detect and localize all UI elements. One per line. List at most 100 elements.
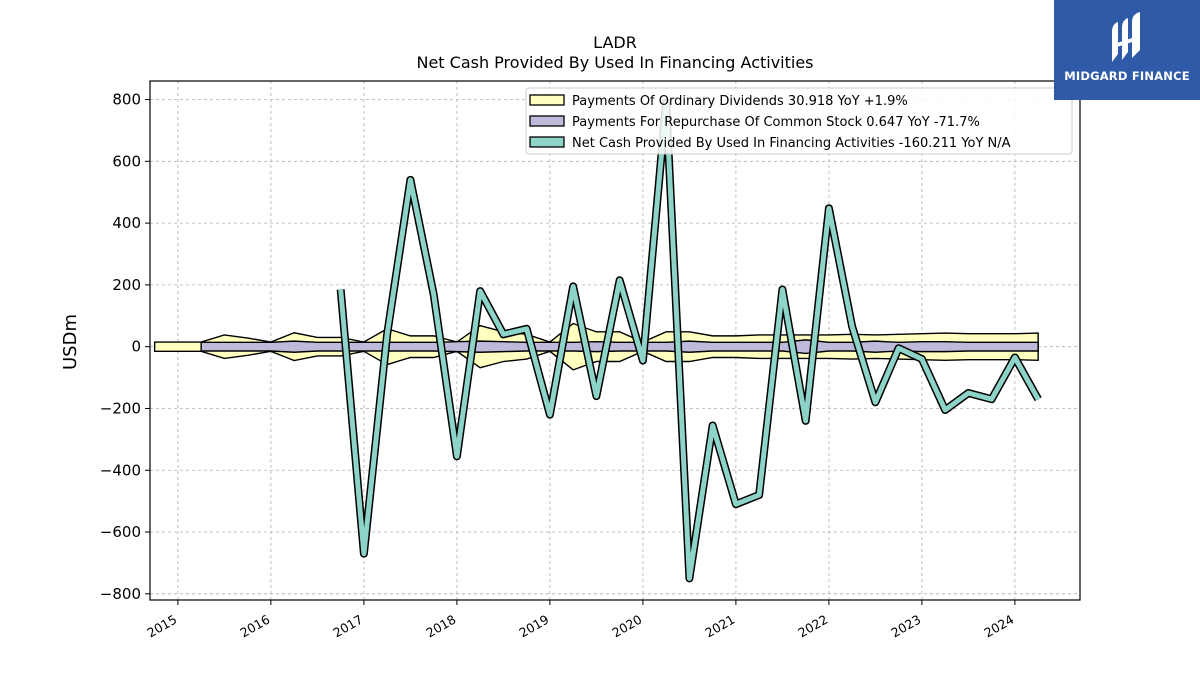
data-point [991, 341, 993, 343]
logo-mark-icon [1112, 12, 1140, 62]
data-point [967, 392, 970, 395]
data-point [572, 285, 575, 288]
x-tick-label: 2015 [144, 612, 179, 641]
y-tick-label: 600 [112, 152, 141, 170]
data-point [432, 293, 435, 296]
legend-swatch [529, 136, 565, 148]
plot-frame [149, 80, 1081, 601]
data-point [409, 341, 411, 343]
data-point [712, 335, 714, 337]
data-point [1037, 341, 1039, 343]
data-point [688, 340, 691, 342]
data-point [734, 503, 737, 506]
data-point [828, 341, 830, 343]
data-point [828, 334, 830, 336]
data-point [851, 341, 853, 343]
data-point [827, 207, 830, 210]
data-point [618, 279, 621, 282]
data-point [665, 331, 667, 333]
data-point [781, 334, 784, 336]
x-tick-label: 2017 [330, 612, 365, 641]
x-tick-label: 2019 [516, 612, 551, 641]
data-point [735, 341, 737, 343]
chart-subtitle: Net Cash Provided By Used In Financing A… [416, 53, 813, 72]
data-point [874, 401, 877, 404]
x-tick-label: 2020 [609, 612, 644, 641]
y-tick-label: 400 [112, 214, 141, 232]
data-point [548, 413, 551, 416]
x-axis: 2015 2016 2017 2018 2019 2020 2021 2022 2023 2024 [144, 600, 1016, 641]
data-point [223, 341, 225, 343]
data-point [991, 333, 993, 335]
data-point [967, 341, 970, 343]
data-point [433, 335, 435, 337]
data-point [502, 333, 505, 336]
data-point [1013, 356, 1016, 359]
data-point [758, 493, 761, 496]
data-point [502, 341, 504, 343]
data-point [1037, 398, 1040, 401]
x-tick-label: 2024 [981, 612, 1016, 641]
data-point [247, 341, 249, 343]
data-point [549, 341, 551, 343]
y-tick-label: 200 [112, 276, 141, 294]
data-point [595, 331, 598, 333]
data-point [154, 341, 156, 343]
data-point [433, 341, 435, 343]
data-point [735, 335, 737, 337]
data-point [340, 341, 342, 343]
data-point [805, 339, 807, 341]
data-point [641, 359, 644, 362]
legend-swatch [529, 115, 565, 127]
data-point [781, 288, 784, 291]
x-tick-label: 2022 [795, 612, 830, 641]
data-point [1014, 341, 1016, 343]
data-point [688, 577, 691, 580]
data-point [479, 340, 481, 342]
data-point [595, 341, 598, 343]
data-point [758, 334, 760, 336]
data-point [316, 341, 318, 343]
legend-entry: Net Cash Provided By Used In Financing A… [572, 136, 1011, 151]
data-point [339, 288, 342, 291]
data-point [874, 340, 877, 342]
data-point [270, 341, 272, 343]
legend-box [525, 87, 1073, 155]
chart-title: LADR [593, 33, 637, 52]
y-tick-label: 0 [131, 338, 141, 356]
legend-entry: Payments Of Ordinary Dividends 30.918 Yo… [572, 94, 908, 109]
data-point [247, 337, 249, 339]
x-tick-label: 2021 [702, 612, 737, 641]
data-point [455, 455, 458, 458]
y-tick-label: −400 [100, 461, 141, 479]
x-tick-label: 2023 [888, 612, 923, 641]
data-point [990, 398, 993, 401]
y-axis: −800 −600 −400 −200 0 200 400 600 800 [100, 91, 150, 603]
data-point [1014, 333, 1016, 335]
data-point [200, 341, 202, 343]
data-point [363, 341, 365, 343]
data-point [479, 325, 481, 327]
legend-entry: Payments For Repurchase Of Common Stock … [572, 115, 980, 130]
data-point [223, 334, 225, 336]
x-tick-label: 2018 [423, 612, 458, 641]
legend: Payments Of Ordinary Dividends 30.918 Yo… [525, 87, 1073, 155]
x-tick-label: 2016 [237, 612, 272, 641]
data-point [479, 290, 482, 293]
data-point [409, 178, 412, 181]
midgard-finance-logo: MIDGARD FINANCE [1054, 0, 1200, 100]
area-band [200, 339, 1039, 355]
data-point [944, 341, 946, 343]
series-layer [153, 98, 1042, 583]
data-point [967, 333, 970, 335]
data-point [712, 341, 714, 343]
data-point [595, 395, 598, 398]
data-point [572, 341, 574, 343]
data-point [874, 334, 877, 336]
data-point [804, 419, 807, 422]
y-axis-label: USDm [60, 314, 81, 370]
data-point [619, 331, 621, 333]
data-point [898, 341, 900, 343]
data-point [758, 341, 760, 343]
